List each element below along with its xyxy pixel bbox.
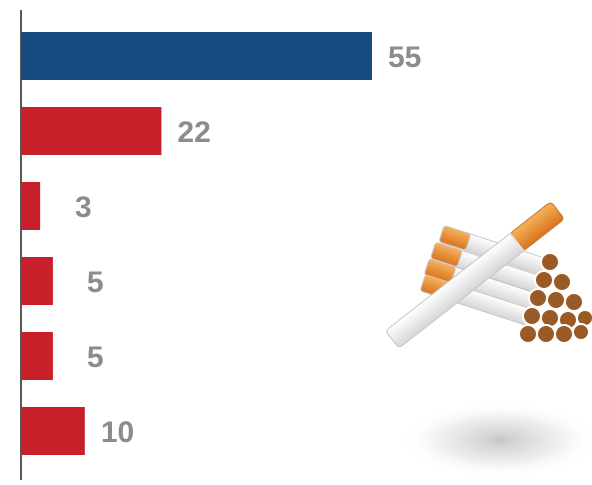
bar-1 — [21, 32, 372, 80]
bar-value-label-3: 3 — [75, 191, 92, 224]
bar-value-label-2: 22 — [177, 116, 210, 149]
bar-2 — [21, 107, 162, 155]
bar-4 — [21, 257, 53, 305]
bar-3 — [21, 182, 41, 230]
bar-value-label-5: 5 — [87, 341, 104, 374]
bars-group — [21, 32, 372, 455]
bar-value-label-1: 55 — [388, 41, 421, 74]
cigarettes-icon — [386, 202, 592, 478]
bar-6 — [21, 407, 85, 455]
bar-value-label-6: 10 — [101, 416, 134, 449]
bar-value-label-4: 5 — [87, 266, 104, 299]
bar-5 — [21, 332, 53, 380]
